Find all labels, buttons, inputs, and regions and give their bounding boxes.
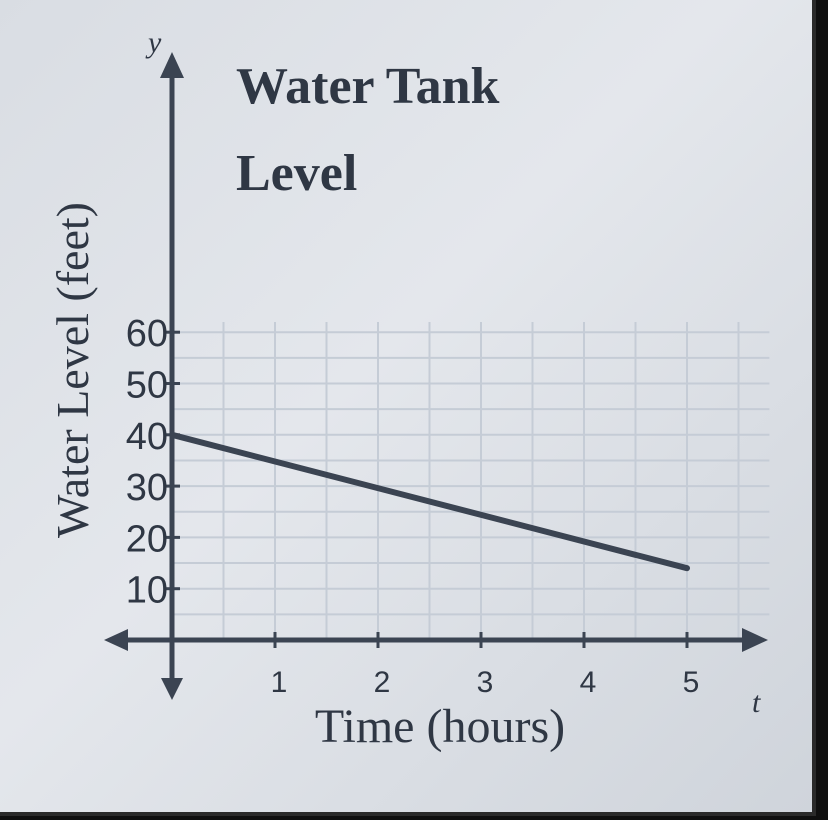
x-tick-label: 4 bbox=[580, 666, 597, 699]
tick-marks bbox=[164, 330, 689, 648]
x-axis-symbol: t bbox=[752, 686, 761, 719]
tick-labels: 10 20 30 40 50 60 1 2 3 4 5 bbox=[126, 313, 700, 699]
x-axis-label: Time (hours) bbox=[315, 700, 565, 753]
grid bbox=[171, 321, 770, 640]
y-axis-arrow-up bbox=[160, 52, 184, 78]
x-tick-label: 1 bbox=[271, 666, 288, 699]
y-axis-symbol: y bbox=[145, 26, 162, 59]
y-tick-label: 40 bbox=[126, 416, 168, 458]
x-axis-arrow-right bbox=[742, 628, 768, 652]
y-axis-arrow-down bbox=[161, 678, 183, 700]
y-tick-label: 10 bbox=[126, 570, 168, 612]
y-axis-label: Water Level (feet) bbox=[47, 202, 98, 538]
series-line bbox=[169, 431, 690, 572]
y-tick-label: 30 bbox=[126, 467, 168, 509]
chart-title-line-2: Level bbox=[236, 145, 357, 202]
y-tick-label: 50 bbox=[126, 365, 168, 407]
chart-title-line-1: Water Tank bbox=[236, 58, 500, 115]
y-tick-label: 60 bbox=[126, 313, 168, 355]
x-tick-label: 3 bbox=[477, 666, 494, 699]
y-tick-label: 20 bbox=[126, 518, 168, 560]
x-tick-label: 5 bbox=[683, 666, 700, 699]
series-layer bbox=[169, 431, 690, 572]
x-tick-label: 2 bbox=[374, 666, 391, 699]
x-axis-arrow-left bbox=[104, 629, 128, 651]
